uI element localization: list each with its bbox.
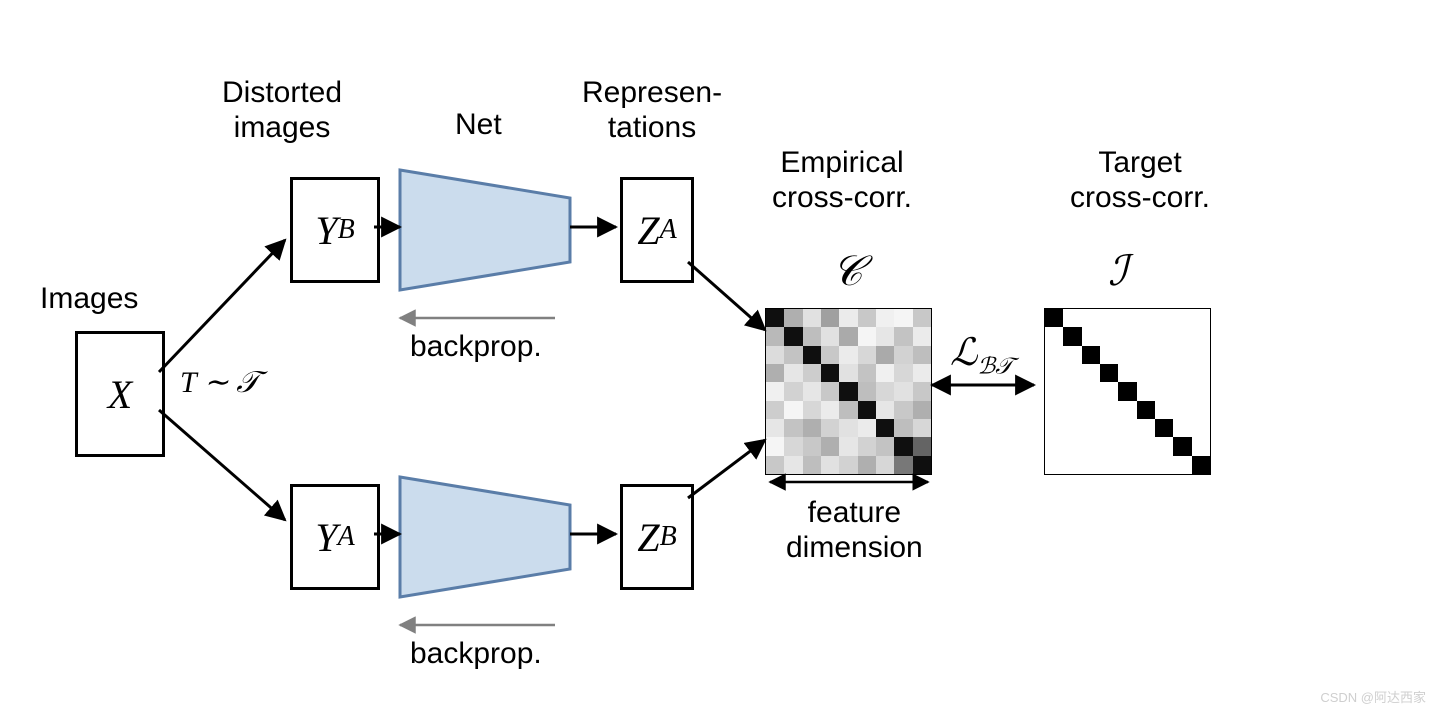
watermark: CSDN @阿达西家 [1320, 687, 1426, 706]
net-trapezoid [400, 170, 570, 290]
net-trapezoid [400, 477, 570, 597]
diagram-svg [0, 0, 1434, 714]
